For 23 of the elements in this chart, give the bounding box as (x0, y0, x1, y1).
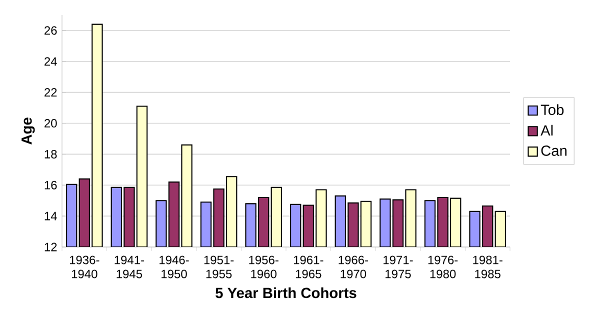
y-tick-label: 12 (44, 242, 57, 252)
x-tick-label: 1956-1960 (249, 256, 278, 278)
y-tick-label: 22 (44, 88, 57, 97)
y-tick-label: 20 (44, 119, 57, 128)
x-tick-label: 1971-1975 (384, 256, 413, 278)
x-tick-label: 1951-1955 (204, 256, 234, 278)
legend-label: Al (540, 124, 553, 136)
x-tick-label: 1966-1970 (338, 256, 368, 278)
y-tick-label: 18 (44, 150, 57, 158)
legend-label: Can (541, 146, 566, 156)
y-tick-label: 26 (44, 26, 57, 35)
x-tick-label: 1981-1985 (473, 256, 502, 278)
x-tick-label: 1936-1940 (70, 256, 100, 278)
x-axis-title: 5 Year Birth Cohorts (216, 287, 356, 298)
y-tick-label: 16 (44, 180, 57, 190)
x-tick-label: 1946-1950 (160, 256, 189, 278)
y-axis-title: Age (22, 118, 35, 144)
x-tick-label: 1961-1965 (294, 256, 324, 278)
x-tick-label: 1976-1980 (428, 256, 458, 278)
y-tick-label: 14 (44, 212, 57, 220)
x-tick-label: 1941-1945 (114, 256, 144, 278)
legend-label: Tob (540, 104, 564, 116)
y-tick-label: 24 (44, 57, 57, 66)
